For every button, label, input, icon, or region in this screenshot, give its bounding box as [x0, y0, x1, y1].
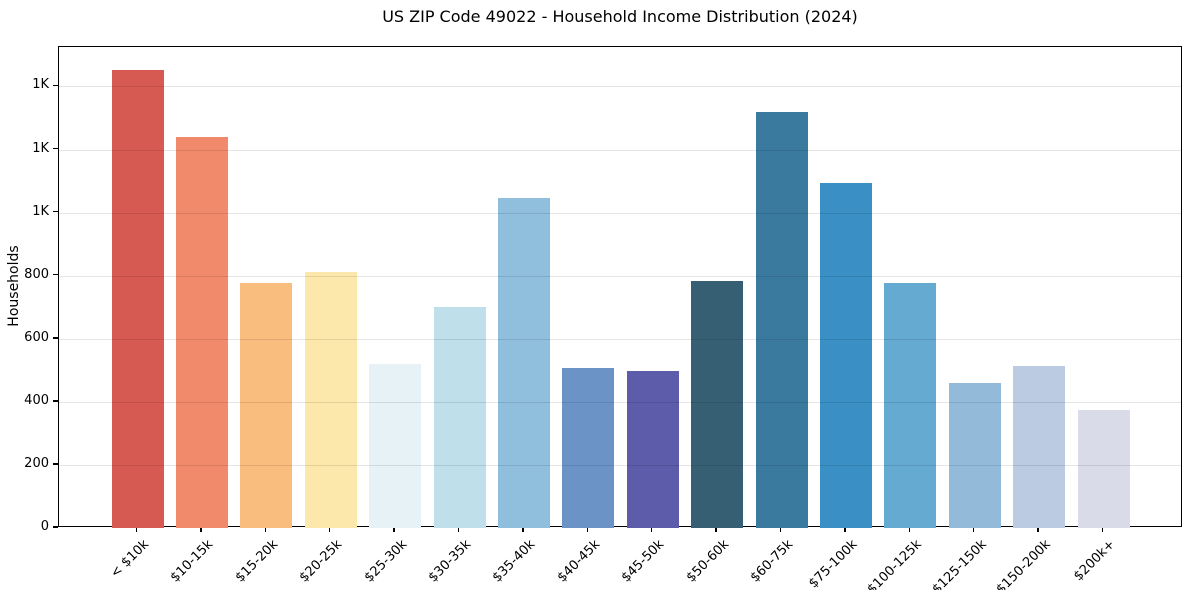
x-tick-label-text: $20-25k [296, 537, 346, 586]
bar-100-125k [884, 283, 937, 528]
bar-15-20k [240, 283, 293, 528]
y-tick-label-400: 400 [24, 392, 49, 408]
y-tick-mark-1000 [53, 210, 58, 213]
gridline-1400 [59, 86, 1181, 88]
bar-30-35k [433, 307, 486, 528]
x-tick-mark-15 [1101, 527, 1104, 532]
bar-60-75k [755, 112, 808, 528]
y-tick-mark-1200 [53, 147, 58, 150]
x-tick-mark-14 [1037, 527, 1039, 532]
x-tick-mark-13 [972, 527, 975, 532]
y-axis-label: Households [6, 245, 22, 327]
plot-area [58, 46, 1182, 528]
x-tick-mark-10 [779, 527, 782, 532]
x-tick-mark-9 [715, 527, 717, 532]
bar-35-40k [497, 198, 550, 528]
x-tick-mark-1 [200, 527, 202, 532]
y-tick-mark-1400 [53, 84, 58, 87]
x-tick-mark-3 [328, 527, 331, 532]
x-tick-label-text: $25-30k [361, 537, 410, 586]
x-tick-label-text: < $10k [108, 537, 153, 582]
bar-50-60k [691, 281, 744, 528]
x-tick-label-text: $30-35k [425, 537, 475, 586]
y-tick-label-800: 800 [24, 266, 49, 282]
x-tick-mark-0 [135, 527, 138, 532]
x-tick-label-text: $35-40k [490, 537, 539, 586]
x-tick-label-text: $40-45k [554, 537, 603, 586]
x-tick-mark-8 [650, 527, 653, 532]
x-tick-label-text: $75-100k [806, 537, 861, 590]
x-tick-label-text: $100-125k [864, 537, 925, 590]
bar-200k+ [1077, 409, 1130, 528]
x-tick-label-text: $150-200k [993, 537, 1054, 590]
x-tick-mark-11 [844, 527, 846, 532]
x-tick-label-text: $200k+ [1071, 537, 1119, 585]
y-tick-label-0: 0 [40, 519, 49, 534]
bar-10k [111, 70, 164, 528]
x-tick-mark-12 [908, 527, 911, 532]
y-tick-label-1400: 1K [32, 77, 49, 93]
bar-25-30k [369, 363, 422, 528]
y-tick-mark-400 [53, 400, 58, 402]
x-tick-label-text: $15-20k [232, 537, 281, 586]
x-tick-label-text: $50-60k [683, 537, 732, 586]
bar-10-15k [175, 137, 228, 528]
x-tick-mark-2 [264, 527, 267, 532]
x-tick-label-text: $125-150k [929, 537, 990, 590]
y-tick-mark-600 [53, 337, 58, 339]
x-tick-mark-6 [522, 527, 524, 532]
x-tick-label-text: $60-75k [747, 537, 797, 586]
y-tick-mark-0 [53, 526, 58, 528]
x-tick-mark-5 [457, 527, 460, 532]
bar-75-100k [819, 183, 872, 528]
y-tick-label-600: 600 [24, 329, 49, 345]
bar-20-25k [304, 271, 357, 528]
x-tick-label-text: $10-15k [168, 537, 217, 586]
x-tick-mark-4 [393, 527, 395, 532]
y-tick-label-1200: 1K [32, 140, 49, 156]
y-tick-label-200: 200 [24, 455, 49, 471]
bar-40-45k [562, 368, 615, 528]
bar-150-200k [1013, 365, 1066, 528]
y-tick-mark-200 [53, 463, 58, 465]
x-tick-mark-7 [586, 527, 589, 532]
chart-title: US ZIP Code 49022 - Household Income Dis… [382, 7, 858, 26]
y-tick-label-1000: 1K [32, 203, 49, 219]
bar-125-150k [948, 383, 1001, 528]
y-tick-mark-800 [53, 273, 58, 276]
bar-45-50k [626, 370, 679, 528]
x-tick-label-text: $45-50k [618, 537, 668, 586]
